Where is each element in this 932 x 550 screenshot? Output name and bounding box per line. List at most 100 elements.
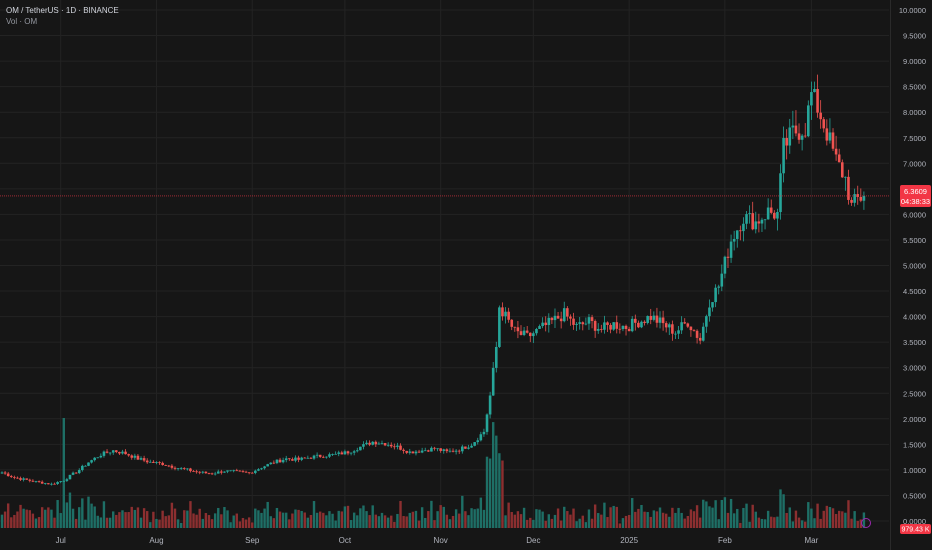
volume-bar bbox=[674, 512, 677, 528]
volume-bar bbox=[124, 512, 127, 528]
candle-body bbox=[630, 318, 634, 332]
candle-body bbox=[56, 482, 59, 484]
candle-body bbox=[359, 446, 362, 451]
candle-body bbox=[343, 451, 347, 455]
volume-bar bbox=[223, 507, 226, 528]
candle-body bbox=[28, 479, 32, 481]
candle-body bbox=[3, 472, 7, 474]
volume-bar bbox=[603, 502, 606, 528]
candle-body bbox=[235, 470, 239, 472]
candle-body bbox=[269, 462, 273, 465]
candle-body bbox=[757, 221, 761, 224]
candle-body bbox=[695, 330, 699, 338]
volume-bar bbox=[689, 509, 693, 528]
volume-bar bbox=[529, 517, 532, 528]
candle-body bbox=[714, 287, 717, 303]
volume-bar bbox=[10, 517, 13, 528]
candle-body bbox=[50, 483, 53, 485]
candle-body bbox=[192, 471, 195, 472]
candle-body bbox=[207, 473, 211, 474]
volume-bar bbox=[152, 511, 155, 528]
volume-bar bbox=[84, 519, 87, 528]
candle-body bbox=[139, 458, 143, 460]
candle-body bbox=[498, 307, 501, 347]
volume-bar bbox=[479, 497, 483, 528]
volume-bar bbox=[837, 510, 841, 528]
volume-bar bbox=[828, 506, 832, 528]
candle-body bbox=[423, 450, 427, 452]
volume-bar bbox=[498, 453, 501, 528]
volume-bar bbox=[491, 422, 495, 528]
volume-bar bbox=[510, 511, 513, 528]
volume-bar bbox=[850, 518, 853, 528]
candle-body bbox=[118, 451, 121, 454]
volume-bar bbox=[257, 510, 260, 528]
candle-body bbox=[742, 223, 745, 232]
y-tick-label: 7.0000 bbox=[903, 159, 926, 168]
volume-bar bbox=[93, 506, 96, 528]
candle-body bbox=[380, 442, 384, 444]
volume-bar bbox=[791, 521, 795, 528]
x-tick-label: Sep bbox=[245, 536, 260, 545]
volume-bar bbox=[742, 507, 745, 528]
candle-body bbox=[411, 451, 415, 454]
candle-body bbox=[807, 105, 810, 137]
candle-body bbox=[176, 468, 180, 470]
volume-bar bbox=[325, 515, 328, 528]
volume-bar bbox=[754, 511, 757, 528]
candle-body bbox=[213, 473, 217, 475]
candle-body bbox=[81, 465, 84, 471]
candle-body bbox=[281, 460, 285, 463]
volume-bar bbox=[386, 517, 390, 528]
candle-body bbox=[667, 324, 671, 328]
volume-bar bbox=[118, 512, 121, 528]
candle-body bbox=[782, 137, 785, 174]
volume-bar bbox=[464, 511, 467, 528]
y-tick-label: 4.5000 bbox=[903, 287, 926, 296]
volume-bar bbox=[655, 511, 659, 528]
candle-body bbox=[99, 455, 103, 458]
candle-body bbox=[40, 481, 44, 484]
candle-body bbox=[62, 480, 66, 482]
candle-body bbox=[349, 452, 353, 454]
volume-bar bbox=[210, 519, 214, 528]
candle-body bbox=[810, 92, 813, 106]
candle-body bbox=[65, 479, 69, 481]
volume-bar bbox=[0, 514, 4, 528]
volume-bar bbox=[581, 515, 584, 528]
volume-bar bbox=[201, 518, 205, 528]
volume-bar bbox=[47, 507, 50, 528]
candle-body bbox=[232, 470, 235, 472]
candle-body bbox=[315, 454, 319, 456]
volume-bar bbox=[782, 494, 785, 528]
candle-body bbox=[136, 455, 140, 460]
y-tick-label: 8.5000 bbox=[903, 83, 926, 92]
candle-body bbox=[402, 449, 405, 451]
volume-bar bbox=[393, 521, 396, 528]
candle-body bbox=[16, 477, 19, 479]
volume-bar bbox=[183, 510, 186, 528]
candle-body bbox=[312, 455, 316, 459]
volume-bar bbox=[711, 507, 714, 528]
candle-body bbox=[260, 468, 263, 470]
candle-body bbox=[664, 323, 668, 328]
volume-bar bbox=[288, 519, 291, 528]
candle-body bbox=[22, 478, 25, 480]
volume-bar bbox=[800, 520, 804, 528]
volume-bar bbox=[538, 509, 541, 528]
candle-body bbox=[862, 195, 866, 201]
candle-body bbox=[766, 207, 770, 220]
volume-title: Vol · OM bbox=[6, 17, 38, 26]
candle-body bbox=[600, 328, 603, 330]
y-tick-label: 10.0000 bbox=[899, 6, 926, 15]
volume-bar bbox=[522, 507, 526, 528]
candle-body bbox=[831, 132, 835, 149]
volume-bar bbox=[149, 522, 152, 528]
candle-body bbox=[847, 176, 850, 200]
volume-bar bbox=[158, 519, 161, 528]
candle-body bbox=[671, 324, 674, 334]
volume-bar bbox=[578, 518, 581, 528]
volume-bar bbox=[862, 512, 866, 528]
candle-body bbox=[603, 322, 606, 330]
